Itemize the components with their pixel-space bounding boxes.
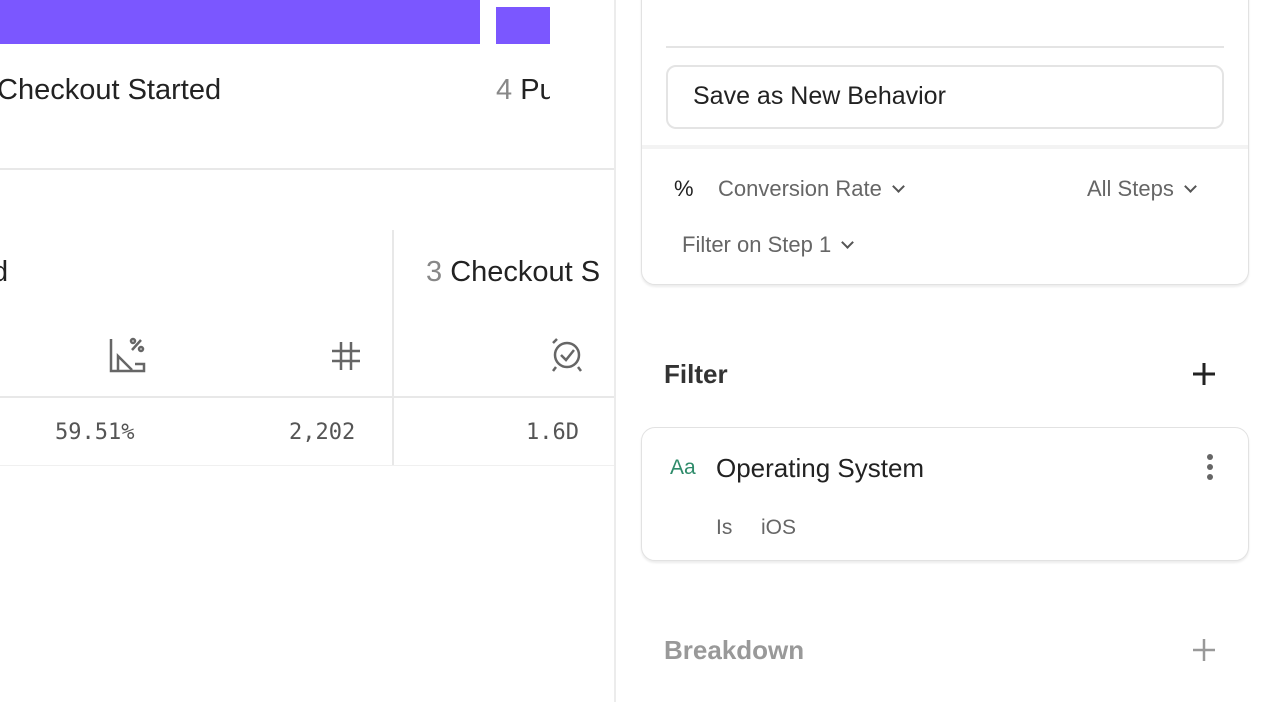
table-step-2-header: d [0, 256, 9, 288]
step-name: Pu [520, 74, 550, 106]
time-value: 1.6D [526, 420, 579, 445]
metric-dropdown[interactable]: Conversion Rate [718, 176, 905, 202]
hash-icon [332, 342, 360, 370]
chart-step-label: Checkout Started [0, 74, 222, 106]
steps-label: All Steps [1087, 176, 1174, 201]
add-filter-button[interactable] [1190, 360, 1218, 388]
add-breakdown-button[interactable] [1190, 636, 1218, 664]
step-number: 4 [496, 74, 513, 106]
funnel-bar-step-4[interactable] [496, 7, 550, 44]
chevron-down-icon [841, 236, 855, 249]
chevron-down-icon [1183, 180, 1197, 193]
filter-item-card[interactable]: Aa Operating System Is iOS [641, 427, 1249, 561]
breakdown-section-title: Breakdown [664, 635, 805, 665]
chart-divider [0, 168, 614, 170]
funnel-settings-card: Save as New Behavior % Conversion Rate A… [641, 0, 1249, 285]
string-type-icon: Aa [670, 456, 696, 479]
table-step-3-header: 3 Checkout S [426, 256, 616, 289]
filter-value[interactable]: iOS [761, 516, 797, 539]
table-bottom-divider [0, 465, 614, 466]
plus-icon [1193, 363, 1215, 385]
save-as-new-behavior-button[interactable]: Save as New Behavior [666, 65, 1224, 129]
conversion-rate-value: 59.51% [55, 420, 135, 445]
filter-property[interactable]: Operating System [716, 453, 925, 483]
filter-on-step-dropdown[interactable]: Filter on Step 1 [682, 232, 855, 258]
step-number: 3 [426, 256, 443, 288]
percent-icon: % [674, 176, 694, 201]
more-options-icon[interactable] [1204, 454, 1216, 484]
table-divider [0, 396, 614, 398]
filter-on-step-label: Filter on Step 1 [682, 232, 832, 257]
plus-icon [1193, 639, 1215, 661]
section-divider [642, 145, 1248, 149]
metric-label: Conversion Rate [718, 176, 882, 201]
chevron-down-icon [892, 180, 905, 193]
card-divider [666, 46, 1224, 48]
column-divider [392, 230, 394, 466]
panel-divider [614, 0, 616, 702]
time-to-convert-icon [552, 338, 582, 372]
conversion-rate-icon [109, 337, 146, 373]
steps-dropdown[interactable]: All Steps [1087, 176, 1197, 202]
chart-step-4-label: 4 Pu [496, 74, 550, 107]
count-value: 2,202 [289, 420, 356, 445]
filter-operator[interactable]: Is [716, 516, 733, 539]
step-name: Checkout S [450, 256, 601, 288]
filter-section-title: Filter [664, 359, 728, 389]
funnel-bar-step-2[interactable] [0, 0, 480, 44]
